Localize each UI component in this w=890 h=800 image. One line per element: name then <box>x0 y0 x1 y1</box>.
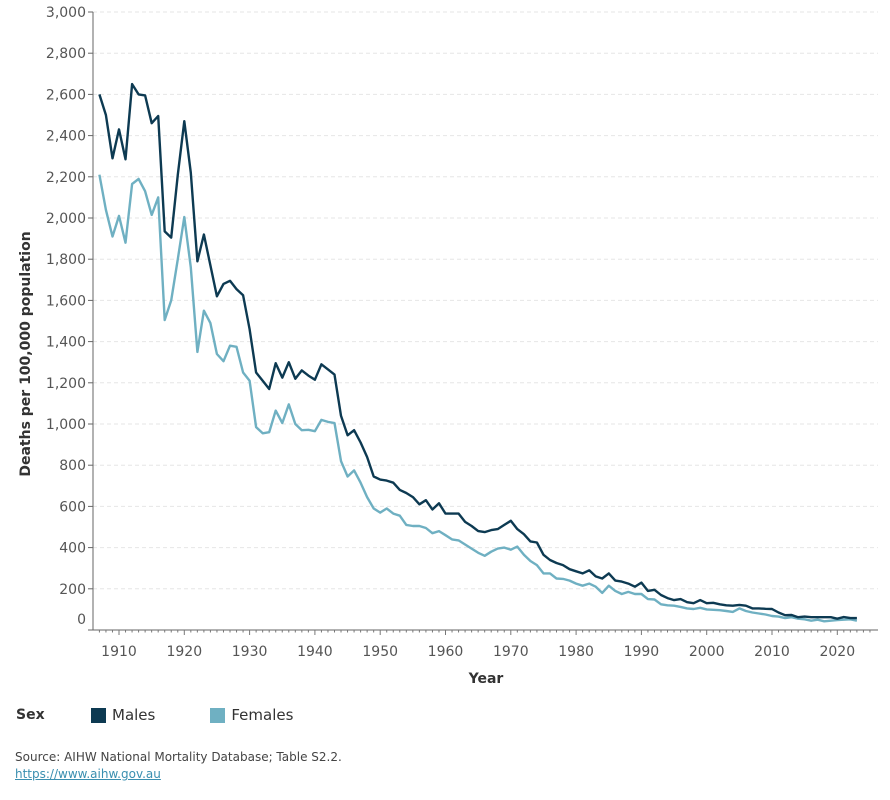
axes <box>88 12 878 631</box>
series-lines <box>98 82 858 623</box>
x-axis-title: Year <box>468 671 504 687</box>
x-tick-label: 1930 <box>232 644 268 660</box>
y-tick-label: 1,200 <box>46 376 86 392</box>
x-tick-label: 2010 <box>754 644 790 660</box>
legend: Sex Males Females <box>16 706 348 724</box>
legend-label-females: Females <box>231 706 294 724</box>
legend-swatch-males <box>91 707 106 723</box>
y-tick-label: 1,800 <box>46 252 86 268</box>
x-tick-label: 1920 <box>166 644 202 660</box>
y-axis-ticks: 0 200 400 600 800 1,000 1,200 1,400 1,600 1,800 2,… <box>46 5 93 628</box>
x-tick-label: 1910 <box>101 644 137 660</box>
y-tick-label: 2,200 <box>46 170 86 186</box>
legend-item-males[interactable]: Males <box>91 706 155 724</box>
y-tick-label: 1,000 <box>46 417 86 433</box>
y-tick-label: 1,400 <box>46 335 86 351</box>
x-tick-label: 1980 <box>558 644 594 660</box>
gridlines <box>93 11 878 590</box>
legend-item-females[interactable]: Females <box>210 706 293 724</box>
y-tick-label: 200 <box>59 582 86 598</box>
y-tick-label: 3,000 <box>46 5 86 21</box>
y-tick-label: 2,600 <box>46 87 86 103</box>
y-tick-label: 2,800 <box>46 46 86 62</box>
x-tick-label: 1960 <box>428 644 464 660</box>
y-tick-label: 600 <box>59 499 86 515</box>
y-tick-label: 2,400 <box>46 129 86 145</box>
x-tick-label: 2020 <box>819 644 855 660</box>
footer: Source: AIHW National Mortality Database… <box>15 749 342 783</box>
x-tick-label: 2000 <box>689 644 725 660</box>
y-tick-label: 0 <box>77 612 86 628</box>
legend-swatch-females <box>210 707 226 723</box>
y-tick-label: 400 <box>59 541 86 557</box>
y-tick-label: 1,600 <box>46 293 86 309</box>
source-note: Source: AIHW National Mortality Database… <box>15 750 342 764</box>
x-tick-label: 1970 <box>493 644 529 660</box>
legend-title: Sex <box>16 707 45 723</box>
x-tick-label: 1990 <box>624 644 660 660</box>
legend-label-males: Males <box>112 706 156 724</box>
y-tick-label: 2,000 <box>46 211 86 227</box>
y-axis-title: Deaths per 100,000 population <box>18 231 34 476</box>
line-chart: 0 200 400 600 800 1,000 1,200 1,400 1,600 1,800 2,… <box>18 5 878 687</box>
source-link[interactable]: https://www.aihw.gov.au <box>15 767 161 781</box>
series-line-females <box>98 174 858 623</box>
y-tick-label: 800 <box>59 458 86 474</box>
x-tick-label: 1940 <box>297 644 333 660</box>
series-line-males <box>98 82 857 620</box>
x-axis-ticks: 1910 1920 1930 1940 1950 1960 1970 1980 1990 2000… <box>98 630 871 660</box>
x-tick-label: 1950 <box>362 644 398 660</box>
